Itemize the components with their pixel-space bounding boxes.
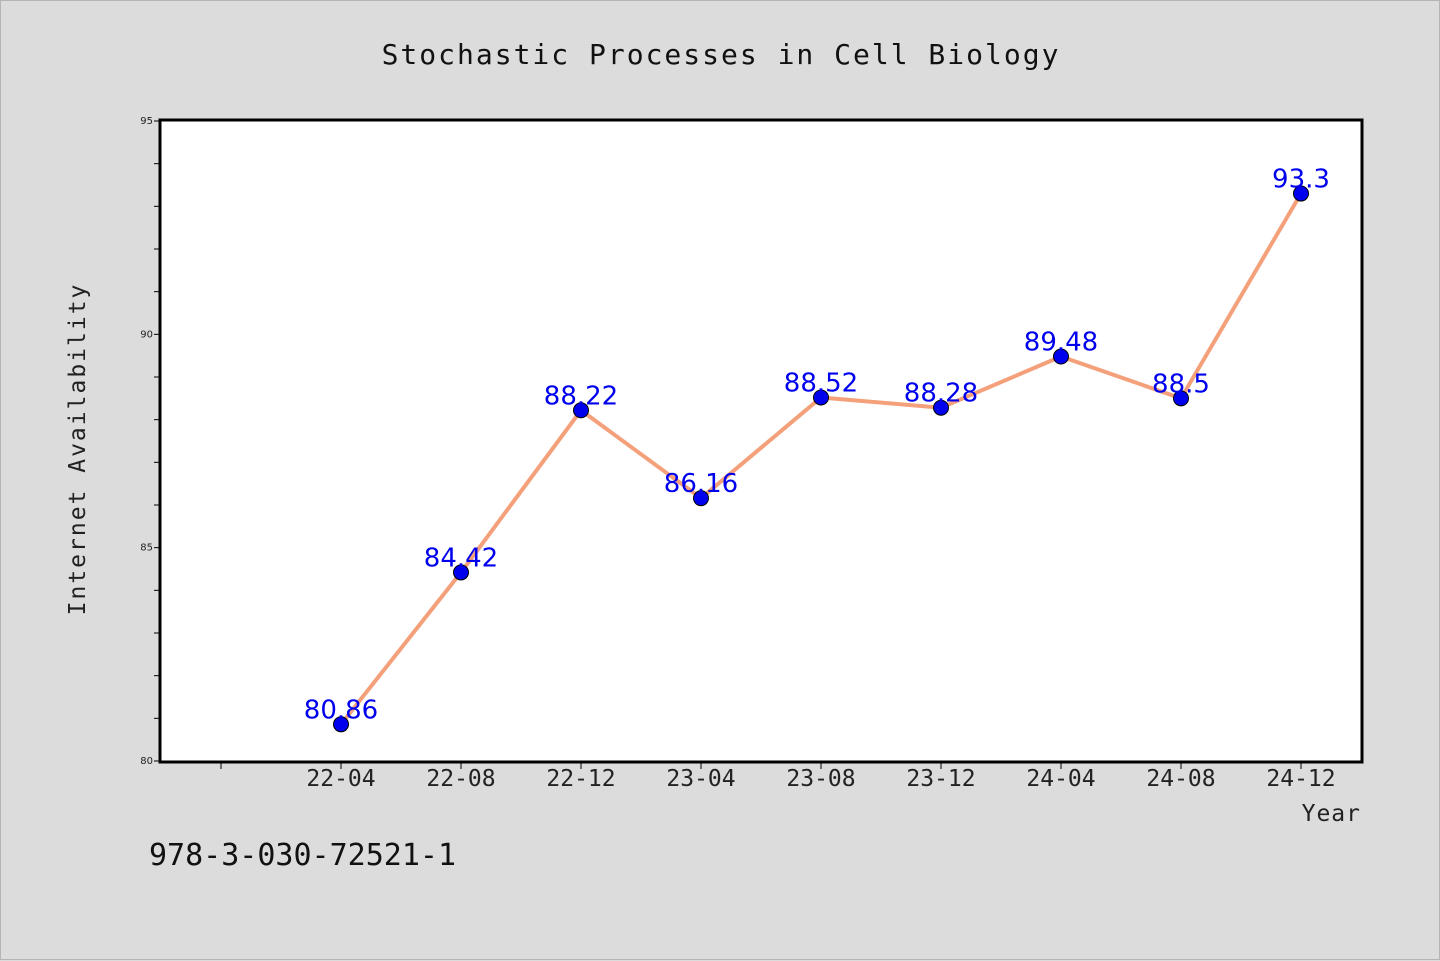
data-point — [573, 402, 589, 419]
x-axis: 22-04 22-08 22-12 23-04 23-08 23-12 24-04 24-08… — [220, 762, 1336, 792]
data-label: 88.22 — [544, 381, 618, 411]
data-label: 88.28 — [904, 379, 978, 409]
y-tick-label: 90 — [140, 329, 153, 340]
x-tick-label: 24-04 — [1026, 766, 1095, 792]
data-point — [453, 564, 469, 581]
data-label: 84.42 — [424, 543, 498, 573]
data-point — [933, 399, 949, 416]
data-point — [333, 716, 349, 733]
x-tick-label: 24-12 — [1266, 766, 1335, 792]
data-label: 86.16 — [664, 469, 738, 499]
x-tick-label: 22-08 — [426, 766, 495, 792]
data-label: 88.5 — [1152, 369, 1210, 399]
x-tick-label: 22-12 — [546, 766, 615, 792]
x-tick-label: 23-08 — [786, 766, 855, 792]
isbn-text: 978-3-030-72521-1 — [149, 838, 456, 873]
y-tick-label: 95 — [140, 116, 153, 127]
data-labels: 80.86 84.42 88.22 86.16 88.52 88.28 89.48 88.5 9… — [304, 165, 1330, 726]
data-label: 80.86 — [304, 695, 378, 725]
data-point — [693, 490, 709, 507]
x-tick-label: 23-04 — [666, 766, 735, 792]
y-axis: 80 85 90 95 — [140, 116, 160, 767]
plot-area — [158, 118, 1364, 764]
data-markers — [333, 185, 1309, 733]
data-point — [813, 389, 829, 406]
y-tick-label: 80 — [140, 756, 153, 767]
y-tick-label: 85 — [140, 543, 153, 554]
x-tick-label: 22-04 — [306, 766, 375, 792]
data-label: 88.52 — [784, 368, 858, 398]
data-point — [1293, 185, 1309, 202]
data-label: 93.3 — [1272, 165, 1330, 195]
x-tick-label: 24-08 — [1146, 766, 1215, 792]
x-tick-label: 23-12 — [906, 766, 975, 792]
y-axis-label: Internet Availability — [65, 283, 91, 616]
chart-title: Stochastic Processes in Cell Biology — [382, 38, 1061, 71]
data-point — [1053, 348, 1069, 365]
data-point — [1173, 390, 1189, 407]
x-axis-label: Year — [1302, 801, 1361, 827]
data-label: 89.48 — [1024, 328, 1098, 358]
